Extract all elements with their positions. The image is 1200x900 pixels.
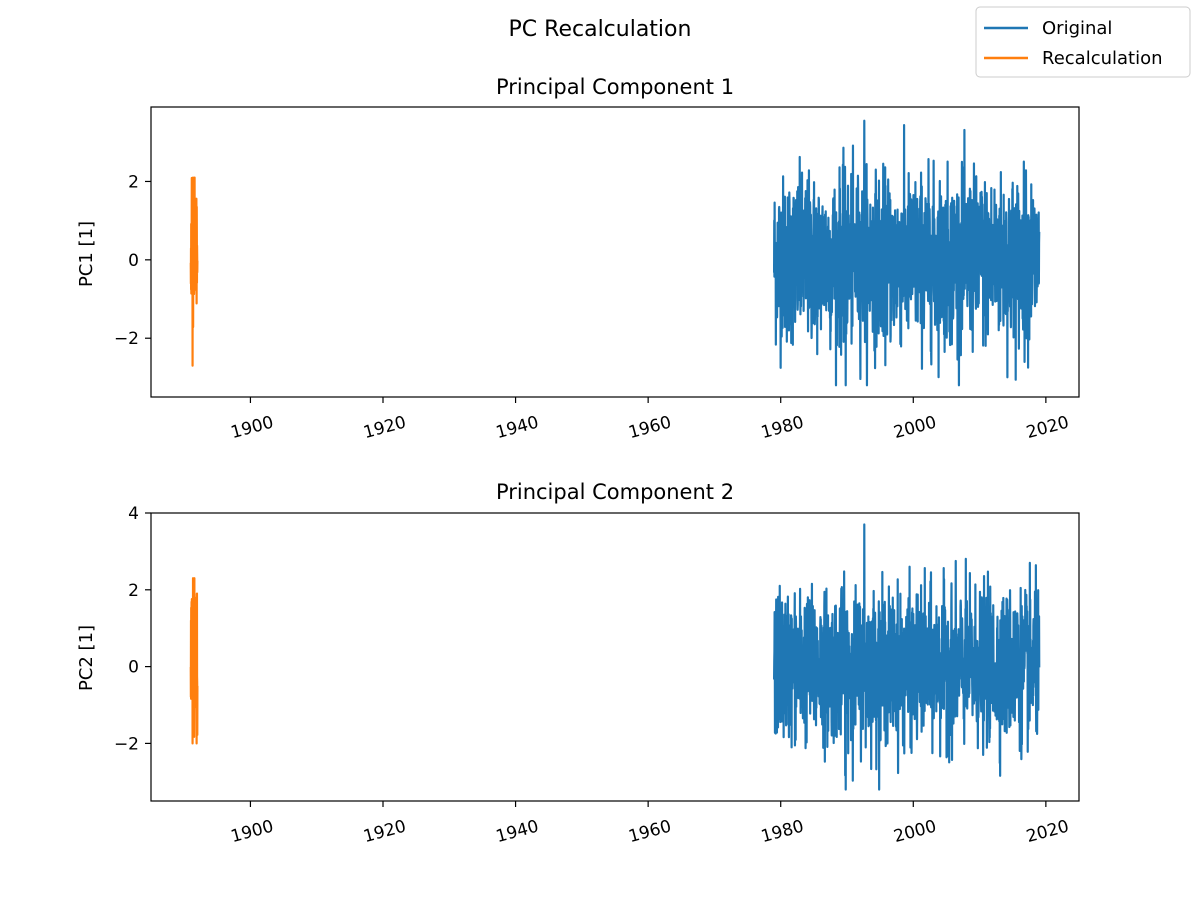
y-tick-label: 4	[128, 504, 139, 524]
y-axis-label-pc2: PC2 [1]	[76, 625, 97, 691]
legend-box	[975, 6, 1191, 78]
axes-frame-pc2	[150, 512, 1080, 802]
y-tick-label: 2	[128, 581, 139, 601]
series-line-original	[772, 119, 1041, 387]
series-line-recalculation	[189, 577, 199, 745]
y-axis-label-pc1: PC1 [1]	[76, 221, 97, 287]
panel-title-pc1: Principal Component 1	[496, 75, 734, 99]
y-tick-label: −2	[114, 734, 139, 754]
series-line-recalculation	[189, 176, 199, 367]
y-tick-label: 0	[128, 251, 139, 271]
y-tick-label: 2	[128, 172, 139, 192]
legend-label-original: Original	[1042, 18, 1112, 39]
legend: Original Recalculation	[975, 6, 1191, 78]
figure-title: PC Recalculation	[509, 17, 692, 42]
panel-title-pc2: Principal Component 2	[496, 480, 734, 504]
y-tick-label: −2	[114, 329, 139, 349]
axes-frame-pc1	[150, 106, 1080, 398]
series-line-original	[772, 523, 1041, 791]
series-layer-pc1	[189, 119, 1041, 387]
series-layer-pc2	[189, 523, 1041, 791]
y-tick-label: 0	[128, 658, 139, 678]
legend-label-recalculation: Recalculation	[1042, 48, 1163, 69]
